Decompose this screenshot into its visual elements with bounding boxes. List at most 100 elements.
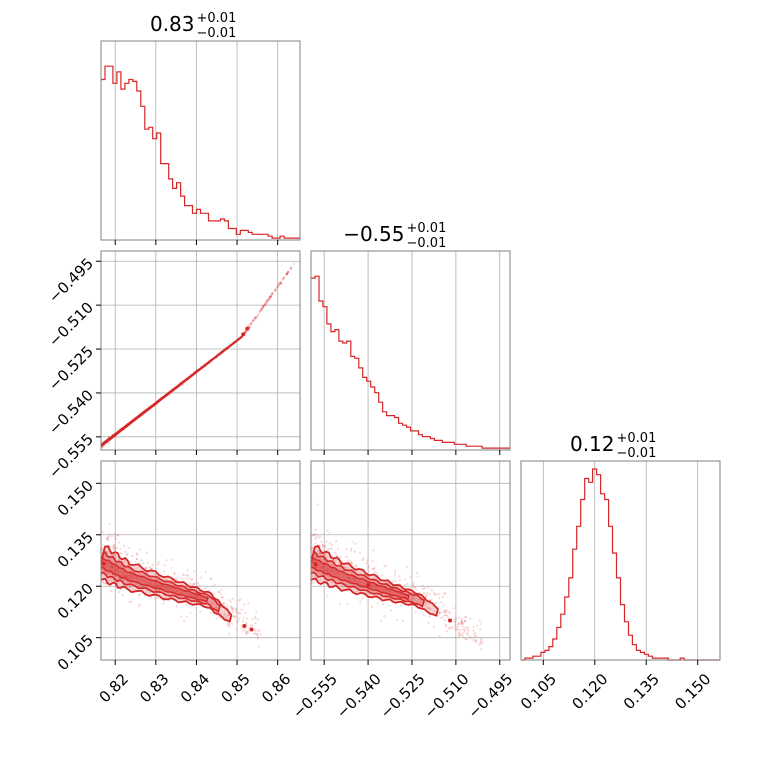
- title-minus-error: −0.01: [407, 236, 447, 251]
- sample-point: [219, 593, 222, 596]
- sample-point: [136, 553, 139, 557]
- sample-point: [285, 272, 289, 275]
- sample-point: [266, 300, 269, 303]
- sample-point: [135, 552, 139, 555]
- sample-point: [279, 282, 283, 285]
- sample-point: [327, 548, 330, 551]
- sample-point: [245, 330, 248, 333]
- sample-point: [126, 552, 129, 555]
- sample-point: [230, 622, 234, 625]
- sample-point: [457, 632, 460, 636]
- sample-point: [98, 569, 100, 571]
- sample-point: [244, 632, 248, 636]
- sample-point: [176, 579, 179, 582]
- sample-point: [473, 636, 476, 639]
- sample-point: [257, 618, 260, 621]
- panel-title-1: −0.55 +0.01−0.01: [343, 221, 446, 251]
- sample-point: [445, 614, 448, 617]
- sample-point: [424, 604, 427, 607]
- sample-point: [125, 575, 128, 578]
- sample-point: [160, 584, 164, 587]
- sample-point: [254, 617, 257, 620]
- sample-point: [333, 551, 336, 554]
- sample-point: [371, 605, 374, 608]
- sample-point: [314, 575, 317, 579]
- sample-point: [467, 626, 470, 629]
- sample-point: [347, 559, 350, 562]
- sample-point: [316, 503, 319, 506]
- sample-point: [443, 611, 447, 614]
- sample-point: [110, 577, 113, 580]
- sample-point: [373, 566, 376, 570]
- sample-point: [412, 584, 415, 587]
- dense-sample-point: [241, 332, 246, 337]
- sample-point: [179, 591, 183, 595]
- sample-point: [268, 297, 271, 300]
- sample-point: [163, 564, 166, 567]
- sample-point: [354, 564, 357, 567]
- sample-point: [104, 565, 107, 568]
- y-tick-label: 0.120: [54, 580, 97, 623]
- sample-point: [404, 577, 407, 580]
- sample-point: [101, 546, 104, 550]
- sample-point: [265, 300, 268, 303]
- sample-point: [316, 534, 319, 537]
- sample-point: [365, 562, 368, 565]
- sample-point: [342, 585, 345, 588]
- sample-point: [414, 610, 417, 614]
- sample-point: [318, 552, 321, 555]
- sample-point: [184, 577, 188, 580]
- sample-point: [307, 533, 309, 535]
- sample-point: [353, 577, 356, 580]
- title-plus-error: +0.01: [407, 221, 447, 236]
- sample-point: [321, 566, 324, 569]
- sample-point: [459, 628, 462, 632]
- sample-point: [191, 577, 194, 580]
- sample-point: [307, 559, 309, 561]
- panel-frame: [100, 460, 301, 661]
- sample-point: [335, 553, 338, 556]
- sample-point: [464, 620, 467, 623]
- sample-point: [287, 271, 290, 274]
- sample-point: [438, 611, 441, 614]
- sample-point: [244, 331, 247, 334]
- sample-point: [189, 611, 192, 614]
- sample-point: [106, 573, 109, 576]
- density-contour: [101, 556, 209, 603]
- sample-point: [330, 581, 333, 584]
- sample-point: [326, 568, 329, 571]
- sample-point: [319, 552, 322, 555]
- sample-point: [278, 283, 281, 286]
- sample-point: [453, 624, 457, 627]
- sample-point: [320, 540, 323, 543]
- sample-point: [118, 590, 121, 594]
- sample-point: [176, 589, 179, 592]
- sample-point: [263, 304, 266, 307]
- sample-point: [403, 584, 406, 587]
- title-minus-error: −0.01: [197, 26, 237, 41]
- sample-point: [136, 557, 139, 561]
- sample-point: [351, 562, 354, 565]
- sample-point: [388, 604, 391, 607]
- sample-point: [427, 621, 430, 624]
- sample-point: [165, 587, 168, 590]
- sample-point: [266, 299, 269, 302]
- sample-point: [411, 597, 414, 600]
- sample-point: [424, 601, 427, 604]
- sample-point: [117, 570, 120, 573]
- sample-point: [126, 576, 129, 579]
- sample-point: [254, 317, 257, 320]
- title-plus-error: +0.01: [617, 431, 657, 446]
- sample-point: [398, 575, 401, 578]
- density-contour: [101, 362, 209, 447]
- sample-point: [461, 621, 464, 624]
- sample-point: [446, 609, 449, 612]
- sample-point: [254, 615, 257, 618]
- sample-point: [256, 637, 259, 640]
- sample-point: [88, 562, 90, 564]
- sample-point: [186, 616, 189, 619]
- sample-point: [257, 630, 260, 633]
- sample-point: [445, 624, 448, 627]
- sample-point: [256, 313, 260, 317]
- sample-point: [173, 571, 176, 574]
